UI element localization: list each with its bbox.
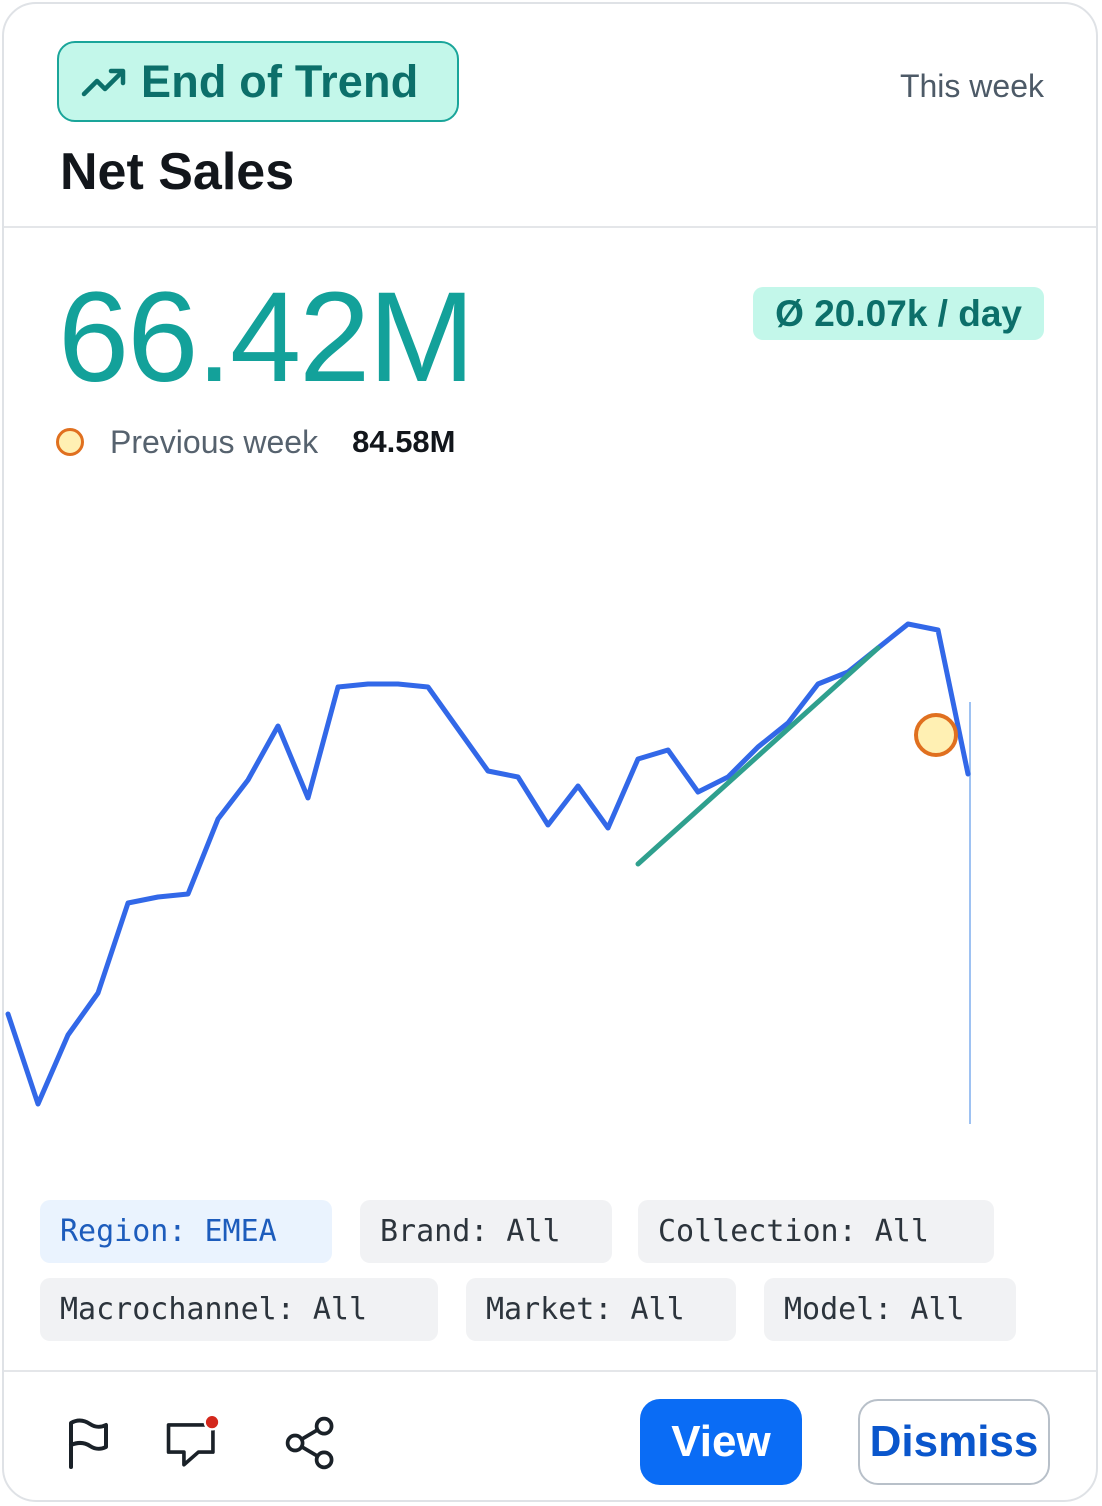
net-sales-series-line (5, 621, 971, 1107)
previous-week-point-marker (914, 713, 958, 757)
filter-chip-market[interactable]: Market: All (466, 1278, 736, 1341)
trending-up-icon (81, 68, 126, 96)
flag-button[interactable] (58, 1414, 116, 1472)
filter-chip-model[interactable]: Model: All (764, 1278, 1016, 1341)
card-title: Net Sales (60, 143, 295, 201)
previous-week-marker (56, 428, 84, 456)
kpi-value: 66.42M (58, 266, 475, 409)
previous-week-row: Previous week 84.58M (56, 420, 456, 464)
view-button[interactable]: View (640, 1399, 802, 1485)
header-divider (4, 226, 1096, 228)
comment-icon (166, 1413, 221, 1467)
filter-chip-region[interactable]: Region: EMEA (40, 1200, 332, 1263)
dismiss-button[interactable]: Dismiss (858, 1399, 1050, 1485)
comment-button[interactable] (164, 1413, 222, 1472)
share-icon (285, 1416, 334, 1470)
trend-line (635, 645, 881, 867)
previous-week-value: 84.58M (352, 424, 456, 459)
footer-divider (4, 1370, 1096, 1372)
previous-week-label: Previous week (110, 423, 319, 460)
end-of-trend-badge: End of Trend (57, 41, 459, 122)
daily-average-pill: Ø 20.07k / day (753, 287, 1044, 340)
filter-chip-brand[interactable]: Brand: All (360, 1200, 612, 1263)
badge-label: End of Trend (141, 55, 419, 107)
period-label: This week (899, 68, 1044, 104)
flag-icon (69, 1418, 108, 1469)
sparkline-chart (5, 621, 971, 1124)
filter-chip-collection[interactable]: Collection: All (638, 1200, 994, 1263)
filter-chip-macrochannel[interactable]: Macrochannel: All (40, 1278, 438, 1341)
share-button[interactable] (282, 1414, 340, 1472)
